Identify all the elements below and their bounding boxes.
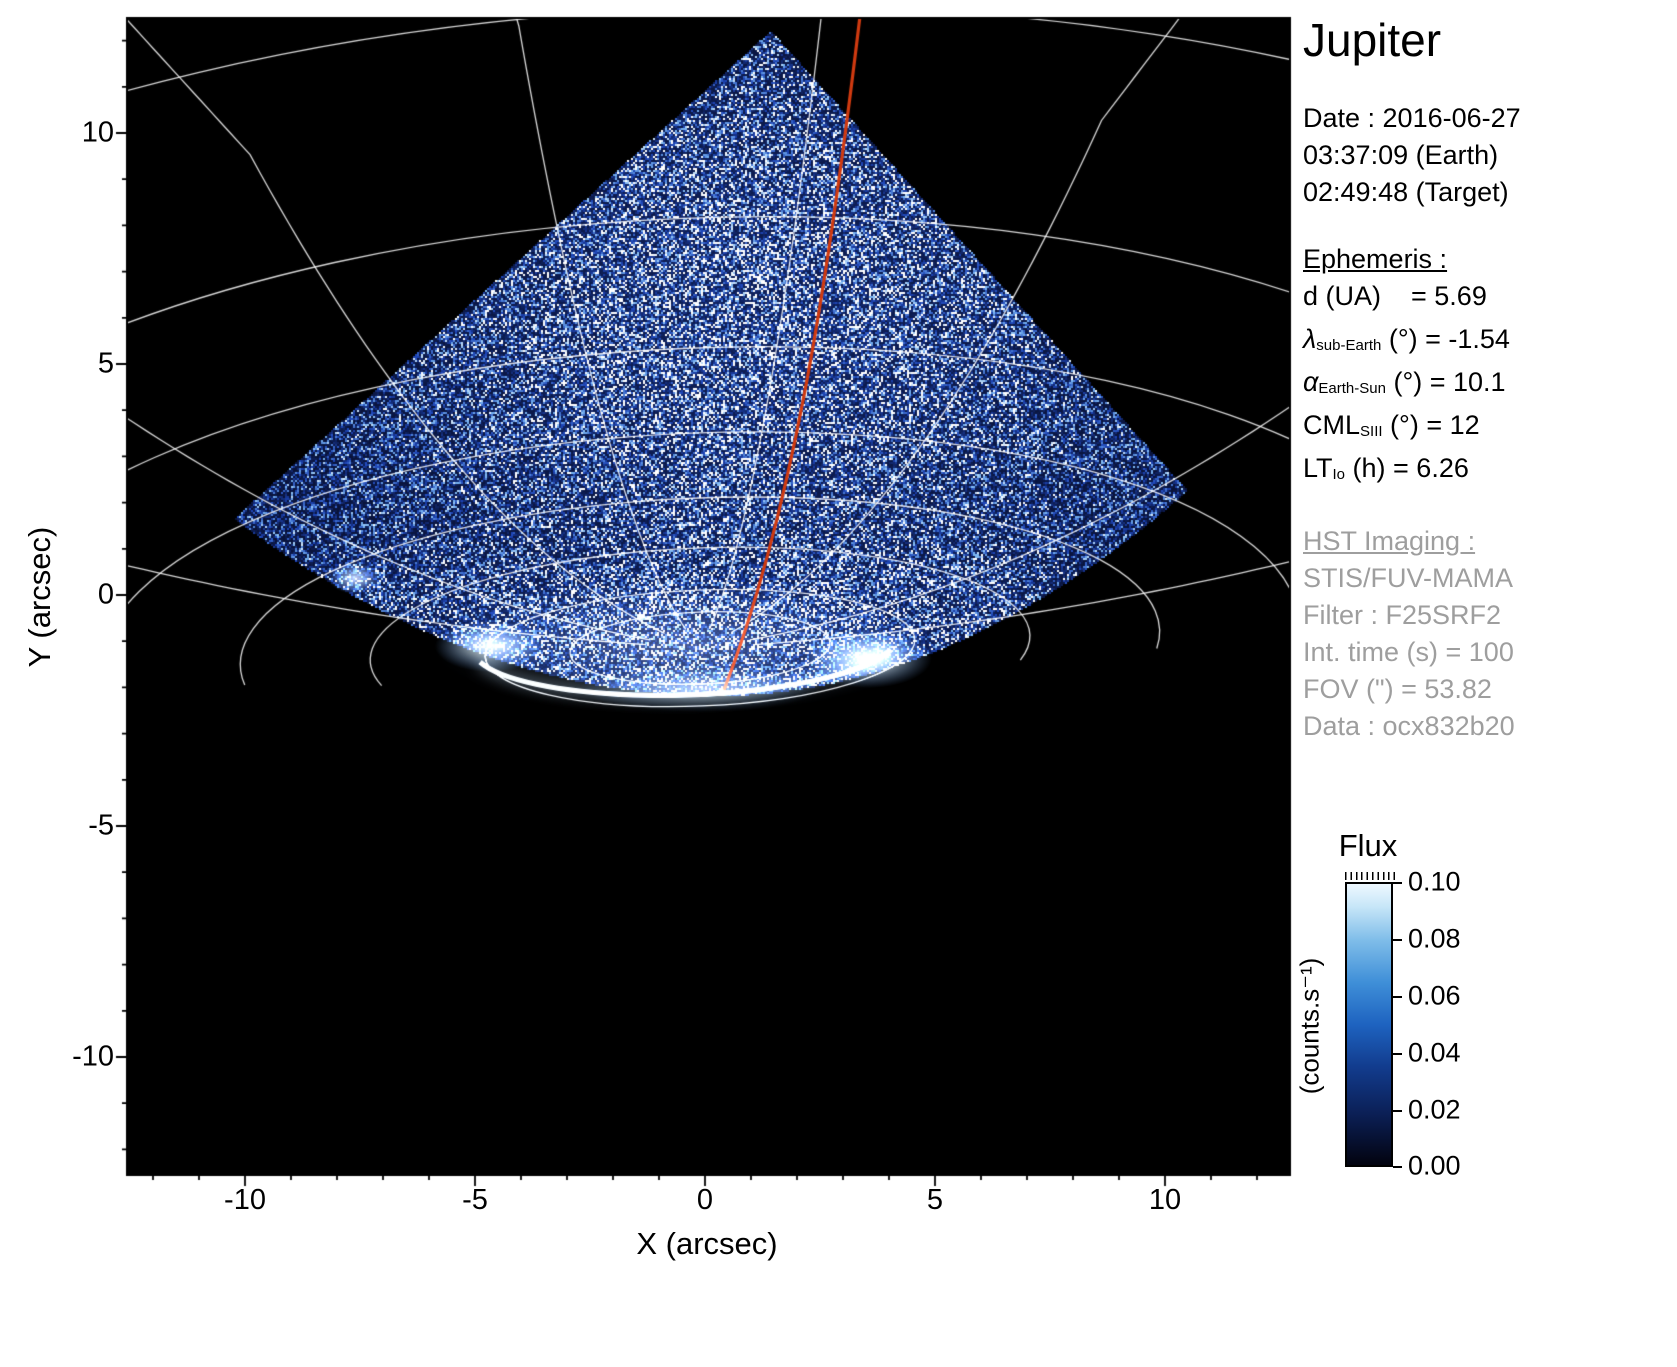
target-time: 02:49:48 (Target)	[1303, 177, 1509, 207]
x-axis-label: X (arcsec)	[636, 1226, 778, 1261]
ephemeris-block: Ephemeris : d (UA) = 5.69 λsub-Earth (°)…	[1303, 241, 1675, 493]
colorbar-title: Flux	[1338, 828, 1398, 863]
hst-int-time: Int. time (s) = 100	[1303, 637, 1514, 667]
colorbar-tick	[1393, 996, 1402, 998]
hst-data-id: Data : ocx832b20	[1303, 711, 1515, 741]
colorbar-tick	[1393, 1053, 1402, 1055]
colorbar	[1345, 882, 1393, 1167]
ephemeris-line-cml: CMLSIII (°) = 12	[1303, 410, 1480, 440]
ephemeris-line-alpha: αEarth-Sun (°) = 10.1	[1303, 367, 1506, 397]
colorbar-tick	[1393, 939, 1402, 941]
date-block: Date : 2016-06-27 03:37:09 (Earth) 02:49…	[1303, 100, 1675, 211]
colorbar-unit-label: (counts.s⁻¹)	[1294, 957, 1325, 1095]
x-tick-label: -10	[224, 1184, 266, 1216]
hst-heading: HST Imaging :	[1303, 526, 1476, 556]
hst-filter: Filter : F25SRF2	[1303, 600, 1502, 630]
colorbar-tick	[1393, 1110, 1402, 1112]
colorbar-tick-label: 0.04	[1408, 1037, 1461, 1068]
hst-imaging-block: HST Imaging : STIS/FUV-MAMA Filter : F25…	[1303, 523, 1675, 745]
info-panel: Jupiter Date : 2016-06-27 03:37:09 (Eart…	[1303, 14, 1675, 745]
target-title: Jupiter	[1303, 14, 1442, 66]
hst-fov: FOV (") = 53.82	[1303, 674, 1492, 704]
x-tick-label: -5	[462, 1184, 488, 1216]
colorbar-tick-label: 0.00	[1408, 1150, 1461, 1181]
ephemeris-line-distance: d (UA) = 5.69	[1303, 281, 1487, 311]
colorbar-tick-label: 0.06	[1408, 980, 1461, 1011]
colorbar-tick	[1393, 882, 1402, 884]
colorbar-minor-ticks	[1345, 872, 1395, 880]
ephemeris-line-lambda: λsub-Earth (°) = -1.54	[1303, 324, 1510, 354]
colorbar-gradient	[1347, 884, 1391, 1165]
earth-time: 03:37:09 (Earth)	[1303, 140, 1499, 170]
y-tick-label: -10	[72, 1040, 114, 1073]
observation-date: Date : 2016-06-27	[1303, 103, 1521, 133]
colorbar-tick-label: 0.10	[1408, 866, 1461, 897]
y-tick-label: 5	[97, 347, 114, 380]
x-tick-label: 10	[1148, 1184, 1182, 1216]
y-tick-label: 10	[81, 116, 114, 149]
x-tick-label: 5	[926, 1184, 944, 1216]
colorbar-tick-label: 0.08	[1408, 923, 1461, 954]
x-tick-label: 0	[696, 1184, 714, 1216]
y-tick-label: -5	[88, 809, 114, 842]
colorbar-tick-label: 0.02	[1408, 1094, 1461, 1125]
ephemeris-heading: Ephemeris :	[1303, 244, 1448, 274]
y-tick-label: 0	[97, 578, 114, 611]
hst-instrument: STIS/FUV-MAMA	[1303, 563, 1514, 593]
y-axis-label: Y (arcsec)	[22, 526, 57, 668]
ephemeris-line-lt-io: LTIo (h) = 6.26	[1303, 453, 1469, 483]
colorbar-tick	[1393, 1166, 1402, 1168]
